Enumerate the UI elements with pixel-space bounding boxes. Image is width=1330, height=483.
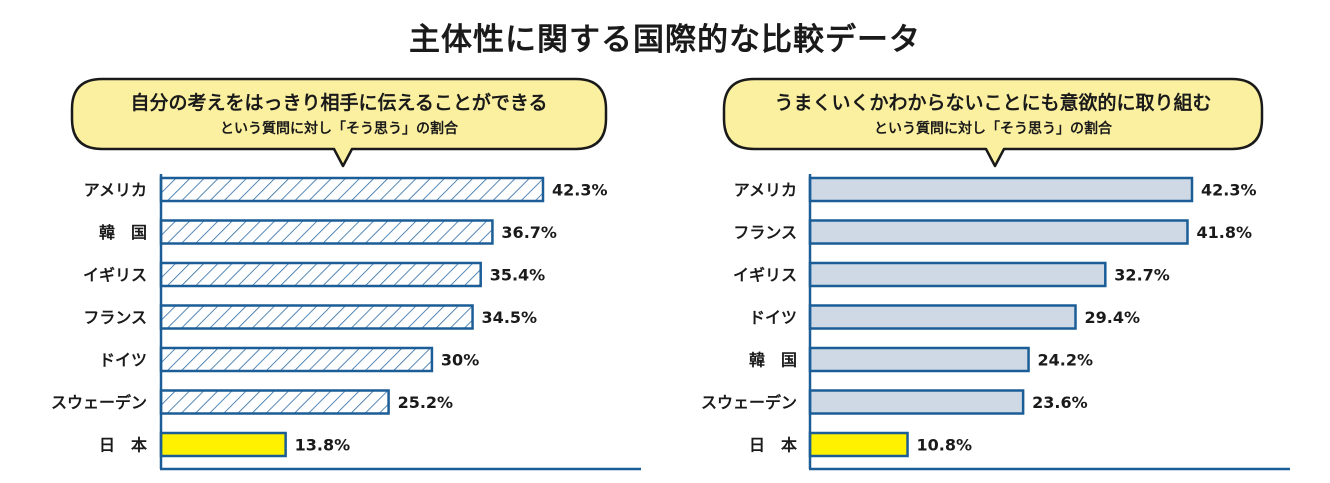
value-label: 13.8% — [295, 436, 351, 455]
category-label: ドイツ — [99, 351, 147, 370]
category-label: 日 本 — [749, 436, 797, 455]
value-label: 32.7% — [1114, 266, 1170, 285]
bar — [808, 389, 1025, 415]
bubble-question-text: 自分の考えをはっきり相手に伝えることができる — [130, 91, 547, 114]
category-label: フランス — [83, 308, 147, 327]
chart-right: うまくいくかわからないことにも意欲的に取り組むという質問に対し「そう思う」の割合… — [701, 77, 1290, 471]
category-label: イギリス — [83, 266, 147, 285]
bar — [159, 261, 482, 288]
category-label: アメリカ — [734, 181, 797, 200]
value-label: 29.4% — [1085, 308, 1141, 327]
speech-bubble — [70, 77, 608, 168]
category-label: イギリス — [733, 266, 797, 285]
bubble-question-subtext: という質問に対し「そう思う」の割合 — [220, 120, 459, 137]
category-label: スウェーデン — [51, 393, 147, 412]
bubble-question-text: うまくいくかわからないことにも意欲的に取り組む — [774, 91, 1211, 114]
value-label: 41.8% — [1196, 223, 1252, 242]
bar — [808, 261, 1107, 288]
value-label: 42.3% — [1201, 181, 1257, 200]
bar — [159, 304, 474, 330]
chart-left: 自分の考えをはっきり相手に伝えることができるという質問に対し「そう思う」の割合ア… — [51, 77, 641, 471]
value-label: 24.2% — [1038, 351, 1094, 370]
bar — [159, 431, 287, 458]
value-label: 36.7% — [501, 223, 557, 242]
bar — [808, 346, 1030, 373]
bar — [808, 431, 909, 458]
speech-bubble — [722, 77, 1264, 168]
bar — [159, 389, 390, 415]
bar — [808, 219, 1189, 245]
bar — [159, 219, 494, 245]
value-label: 25.2% — [398, 393, 454, 412]
category-label: 韓 国 — [749, 351, 797, 370]
bar — [159, 346, 434, 373]
value-label: 42.3% — [552, 181, 608, 200]
category-label: アメリカ — [84, 181, 147, 200]
page-title: 主体性に関する国際的な比較データ — [409, 22, 921, 58]
category-label: フランス — [733, 223, 797, 242]
value-label: 10.8% — [917, 436, 973, 455]
value-label: 30% — [441, 351, 479, 370]
bubble-question-subtext: という質問に対し「そう思う」の割合 — [874, 120, 1113, 137]
bar — [808, 304, 1077, 330]
category-label: 韓 国 — [99, 223, 147, 242]
value-label: 34.5% — [482, 308, 538, 327]
bar — [159, 176, 545, 203]
value-label: 35.4% — [490, 266, 546, 285]
category-label: ドイツ — [749, 308, 797, 327]
category-label: スウェーデン — [701, 393, 797, 412]
value-label: 23.6% — [1032, 393, 1088, 412]
bar — [808, 176, 1194, 203]
category-label: 日 本 — [99, 436, 147, 455]
